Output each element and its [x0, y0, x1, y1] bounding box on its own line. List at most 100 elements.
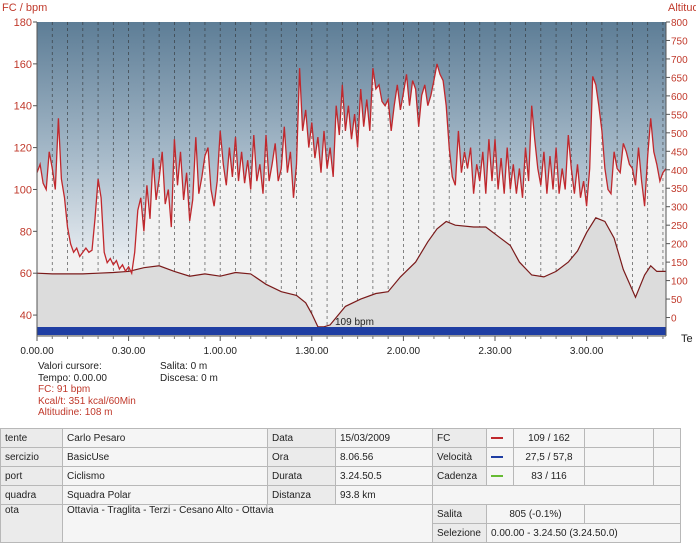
- fc-swatch-cell: [486, 428, 514, 448]
- hr-altitude-chart[interactable]: 180 160 140 120 100 80 60 40 800 750 700 650 600 550…: [0, 0, 696, 362]
- left-tick-label: 120: [14, 143, 32, 155]
- extra-cell-1b: [653, 428, 681, 448]
- cadence-value: 83 / 116: [513, 466, 585, 486]
- fc-line-swatch-icon: [491, 437, 503, 439]
- heart-rate-line: [37, 63, 666, 276]
- x-tick-label: 3.00.00: [570, 346, 604, 357]
- fc-label: FC: [432, 428, 487, 448]
- cursor-tempo: Tempo: 0.00.00: [38, 372, 107, 384]
- team-value: Squadra Polar: [62, 485, 268, 505]
- time-value: 8.06.56: [335, 447, 433, 467]
- cursor-altitude: Altitudine: 108 m: [38, 407, 113, 418]
- sport-value: Ciclismo: [62, 466, 268, 486]
- right-tick-label: 700: [671, 55, 688, 66]
- right-tick-label: 800: [671, 18, 688, 29]
- left-tick-label: 40: [20, 310, 32, 322]
- cursor-climb-panel: Salita: 0 m Discesa: 0 m: [160, 361, 218, 384]
- right-tick-label: 0: [671, 314, 677, 325]
- team-label: quadra: [0, 485, 63, 505]
- right-tick-label: 300: [671, 203, 688, 214]
- min-hr-marker-label: 109 bpm: [335, 317, 374, 328]
- x-tick-label: 0.00.00: [20, 346, 54, 357]
- speed-label: Velocità: [432, 447, 487, 467]
- user-value: Carlo Pesaro: [62, 428, 268, 448]
- distance-label: Distanza: [267, 485, 336, 505]
- vertical-gridlines: [51, 22, 664, 336]
- left-axis-ticks: 180 160 140 120 100 80 60 40: [14, 17, 37, 322]
- left-tick-label: 160: [14, 59, 32, 71]
- altitude-line: [37, 217, 666, 328]
- cadence-swatch-cell: [486, 466, 514, 486]
- right-tick-label: 400: [671, 166, 688, 177]
- selection-bar[interactable]: [37, 327, 666, 335]
- cadence-line-swatch-icon: [491, 475, 503, 477]
- info-row-6: Selezione 0.00.00 - 3.24.50 (3.24.50.0): [1, 523, 681, 543]
- x-axis-ticks: 0.00.00 0.30.00 1.00.00 1.30.00 2.00.00 2.30.…: [20, 336, 664, 357]
- x-tick-label: 1.30.00: [295, 346, 329, 357]
- right-tick-label: 650: [671, 73, 688, 84]
- right-tick-label: 600: [671, 92, 688, 103]
- left-tick-label: 180: [14, 17, 32, 29]
- left-tick-label: 80: [20, 226, 32, 238]
- right-tick-label: 200: [671, 240, 688, 251]
- user-label: tente: [0, 428, 63, 448]
- empty-cell-4: [432, 485, 681, 505]
- right-tick-label: 350: [671, 184, 688, 195]
- info-row-4: quadra Squadra Polar Distanza 93.8 km: [0, 485, 681, 505]
- sport-label: port: [0, 466, 63, 486]
- extra-cell-5: [584, 504, 681, 524]
- info-row-3: port Ciclismo Durata 3.24.50.5 Cadenza 8…: [0, 466, 681, 486]
- cursor-discesa: Discesa: 0 m: [160, 372, 218, 384]
- selection-label: Selezione: [432, 523, 487, 543]
- right-tick-label: 500: [671, 129, 688, 140]
- extra-cell-1a: [584, 428, 654, 448]
- info-row-5: ota Ottavia - Traglita - Terzi - Cesano …: [0, 504, 681, 543]
- right-tick-label: 50: [671, 295, 683, 306]
- left-tick-label: 140: [14, 101, 32, 113]
- selection-value[interactable]: 0.00.00 - 3.24.50 (3.24.50.0): [486, 523, 681, 543]
- right-tick-label: 150: [671, 258, 688, 269]
- cursor-fc: FC: 91 bpm: [38, 384, 91, 395]
- x-tick-label: 1.00.00: [204, 346, 238, 357]
- info-row-2: sercizio BasicUse Ora 8.06.56 Velocità 2…: [0, 447, 681, 467]
- right-tick-label: 250: [671, 221, 688, 232]
- climb-label: Salita: [432, 504, 487, 524]
- cursor-salita: Salita: 0 m: [160, 361, 208, 372]
- cursor-values-panel: Valori cursore: Tempo: 0.00.00 FC: 91 bp…: [38, 361, 136, 419]
- x-axis-unit: Te: [681, 333, 693, 345]
- heart-rate-sky-area: [37, 22, 666, 274]
- extra-cell-3a: [584, 466, 654, 486]
- speed-line-swatch-icon: [491, 456, 503, 458]
- right-tick-label: 750: [671, 36, 688, 47]
- right-tick-label: 550: [671, 110, 688, 121]
- note-value: Ottavia - Traglita - Terzi - Cesano Alto…: [62, 504, 433, 543]
- exercise-label: sercizio: [0, 447, 63, 467]
- info-row-1: tente Carlo Pesaro Data 15/03/2009 FC 10…: [0, 428, 681, 448]
- right-axis-ticks: 8007507006506005505004504003503002502001…: [666, 18, 688, 325]
- x-tick-label: 0.30.00: [112, 346, 146, 357]
- cadence-label: Cadenza: [432, 466, 487, 486]
- duration-value: 3.24.50.5: [335, 466, 433, 486]
- extra-cell-2b: [653, 447, 681, 467]
- climb-value: 805 (-0.1%): [486, 504, 585, 524]
- left-tick-label: 100: [14, 184, 32, 196]
- right-tick-label: 100: [671, 277, 688, 288]
- session-info-table: tente Carlo Pesaro Data 15/03/2009 FC 10…: [0, 428, 681, 543]
- distance-value: 93.8 km: [335, 485, 433, 505]
- left-tick-label: 60: [20, 268, 32, 280]
- right-tick-label: 450: [671, 147, 688, 158]
- fc-value: 109 / 162: [513, 428, 585, 448]
- exercise-value: BasicUse: [62, 447, 268, 467]
- cursor-values-title: Valori cursore:: [38, 361, 102, 372]
- duration-label: Durata: [267, 466, 336, 486]
- x-tick-label: 2.30.00: [478, 346, 512, 357]
- speed-value: 27,5 / 57,8: [513, 447, 585, 467]
- extra-cell-2a: [584, 447, 654, 467]
- time-label: Ora: [267, 447, 336, 467]
- date-label: Data: [267, 428, 336, 448]
- extra-cell-3b: [653, 466, 681, 486]
- date-value: 15/03/2009: [335, 428, 433, 448]
- x-tick-label: 2.00.00: [387, 346, 421, 357]
- speed-swatch-cell: [486, 447, 514, 467]
- right-axis-title: Altitud: [668, 2, 696, 14]
